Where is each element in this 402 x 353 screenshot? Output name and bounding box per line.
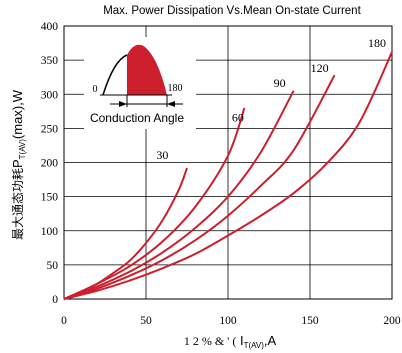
series-label-60: 60: [232, 111, 244, 125]
series-lines: [63, 51, 393, 300]
series-line-180: [63, 51, 393, 300]
y-tick-label: 100: [41, 226, 59, 238]
y-tick-label: 200: [41, 158, 59, 170]
y-tick-label: 50: [47, 260, 59, 272]
series-line-30: [63, 167, 188, 300]
x-axis-label-symbol: I: [240, 333, 244, 348]
series-line-60: [63, 107, 246, 300]
arrow-left-icon: [167, 101, 175, 107]
x-tick-label: 150: [301, 315, 319, 327]
x-tick-label: 200: [383, 315, 401, 327]
inset-label-start: 0: [93, 84, 98, 95]
y-tick-labels: 0 50 100 150 200 250 300 350 400: [41, 21, 59, 306]
y-axis-label: 最大通态功耗PT(AV)(max),W: [10, 89, 27, 240]
inset-label-end: 180: [168, 83, 183, 94]
arrow-right-icon: [119, 101, 127, 107]
plot-frame: [63, 25, 393, 300]
y-tick-label: 250: [41, 123, 59, 135]
series-line-90: [63, 90, 295, 300]
y-axis-label-symbol: P: [10, 159, 25, 168]
series-label-120: 120: [311, 61, 329, 75]
y-axis-label-tail: (max),W: [10, 89, 25, 139]
series-line-120: [63, 74, 336, 300]
inset-sine-left: [102, 54, 128, 96]
y-axis-label-subscript: T(AV): [18, 139, 27, 160]
x-tick-label: 100: [219, 315, 237, 327]
series-label-30: 30: [156, 148, 168, 162]
x-axis-label: 1 2 % & ' ( IT(AV),A: [184, 333, 277, 350]
y-axis-label-cjk: 最大通态功耗: [11, 168, 25, 240]
inset-caption: Conduction Angle: [90, 111, 184, 125]
x-axis-label-tail: ,A: [264, 333, 277, 348]
series-label-180: 180: [368, 36, 386, 50]
chart-title: Max. Power Dissipation Vs.Mean On-state …: [103, 5, 361, 17]
x-tick-label: 50: [140, 315, 152, 327]
y-tick-label: 400: [41, 21, 59, 33]
y-tick-label: 350: [41, 55, 59, 67]
y-tick-label: 0: [52, 294, 58, 306]
x-axis-label-garbled: 1 2 % & ' (: [184, 334, 237, 348]
x-tick-labels: 0 50 100 150 200: [61, 315, 401, 327]
x-axis-label-subscript: T(AV): [244, 341, 265, 350]
x-tick-label: 0: [61, 315, 67, 327]
series-labels: 30 60 90 120 180: [156, 36, 386, 162]
y-tick-label: 300: [41, 89, 59, 101]
series-label-90: 90: [274, 76, 286, 90]
conduction-inset: 0 180 Conduction Angle: [84, 37, 196, 129]
inset-sine-fill: [127, 44, 167, 95]
y-tick-label: 150: [41, 192, 59, 204]
